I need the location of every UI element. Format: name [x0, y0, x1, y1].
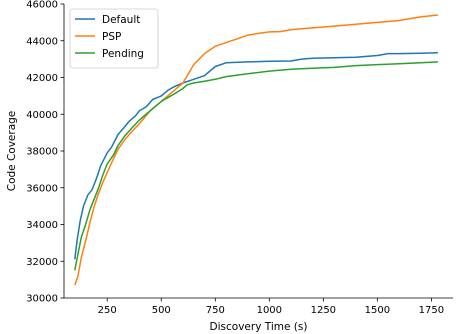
ticks: 250 500 750 1000 1250 1500 1750 30000 32000 34000… — [26, 0, 444, 316]
x-tick-label: 750 — [206, 305, 225, 316]
x-tick-label: 1500 — [365, 305, 390, 316]
x-tick-label: 1250 — [311, 305, 336, 316]
x-tick-label: 1750 — [419, 305, 444, 316]
x-tick-label: 1000 — [257, 305, 282, 316]
legend-label-default: Default — [102, 14, 140, 26]
y-tick-label: 42000 — [26, 73, 58, 84]
series-line-pending — [74, 61, 438, 271]
y-tick-label: 46000 — [26, 0, 58, 11]
x-axis-label: Discovery Time (s) — [210, 321, 308, 333]
y-tick-label: 32000 — [26, 257, 58, 268]
x-tick-label: 250 — [98, 305, 117, 316]
legend: Default PSP Pending — [69, 8, 159, 69]
y-tick-label: 38000 — [26, 147, 58, 158]
y-tick-label: 30000 — [26, 294, 58, 305]
plot-lines — [74, 14, 438, 286]
y-tick-label: 44000 — [26, 36, 58, 47]
y-tick-label: 40000 — [26, 110, 58, 121]
y-tick-label: 36000 — [26, 183, 58, 194]
legend-label-pending: Pending — [102, 48, 144, 60]
y-axis-label: Code Coverage — [6, 111, 18, 192]
series-line-psp — [74, 14, 438, 286]
y-tick-label: 34000 — [26, 220, 58, 231]
series-line-default — [74, 51, 438, 260]
x-tick-label: 500 — [152, 305, 171, 316]
legend-label-psp: PSP — [102, 31, 121, 43]
